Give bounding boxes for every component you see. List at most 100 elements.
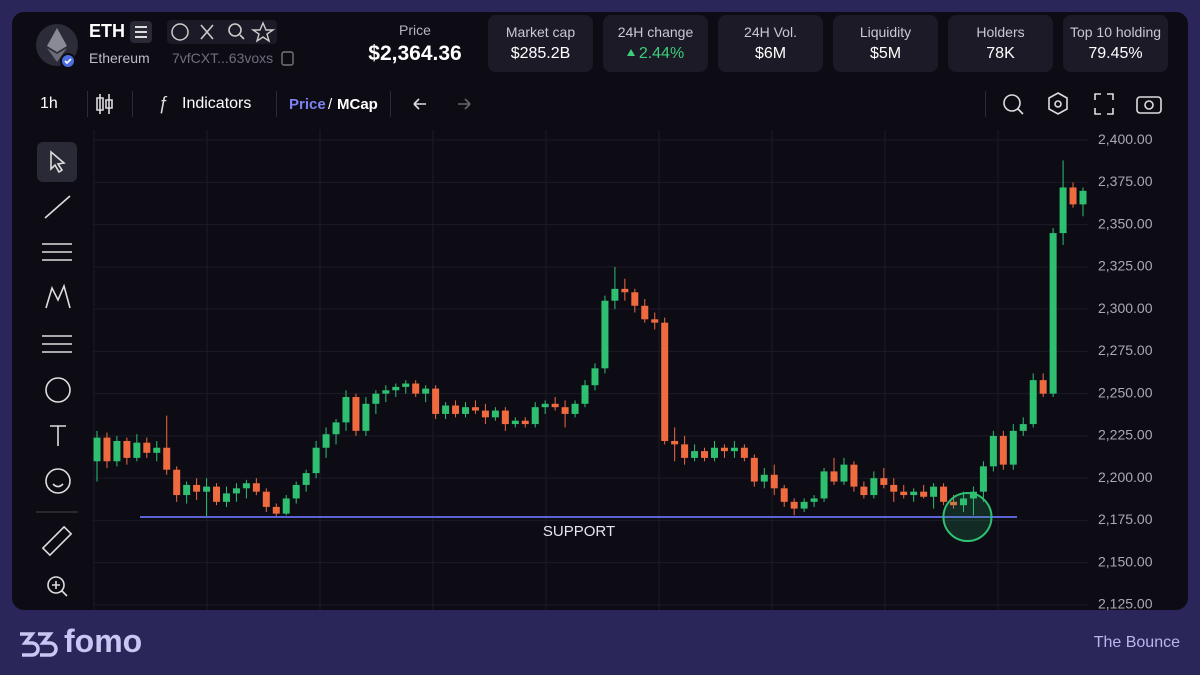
web-icon[interactable] xyxy=(171,23,189,41)
fib-tool[interactable] xyxy=(42,243,72,261)
redo-icon[interactable] xyxy=(458,98,471,110)
copy-icon[interactable] xyxy=(281,51,294,66)
candle-body xyxy=(790,501,798,509)
candle-body xyxy=(531,407,539,425)
candle-body xyxy=(1019,424,1027,431)
candle-body xyxy=(920,491,928,497)
candle-body xyxy=(521,420,529,425)
symbol: ETH xyxy=(89,21,125,41)
candle-body xyxy=(870,478,878,496)
candle-body xyxy=(730,447,738,452)
candle-body xyxy=(252,483,260,492)
menu-lines xyxy=(135,26,147,38)
line-tool[interactable] xyxy=(44,195,71,219)
candle-body xyxy=(462,407,470,414)
emoji-tool[interactable] xyxy=(45,468,71,494)
stat-number: $285.2B xyxy=(510,45,571,62)
mcap-toggle[interactable]: MCap xyxy=(337,96,378,113)
address[interactable]: 7vfCXT...63voxs xyxy=(172,50,274,66)
price-label: Price xyxy=(399,22,431,38)
candle-body xyxy=(591,368,599,386)
undo-icon[interactable] xyxy=(413,98,426,110)
stat-card: Top 10 holding 79.45% xyxy=(1063,15,1168,72)
candle-body xyxy=(173,469,181,496)
fx-icon[interactable]: ƒ xyxy=(158,93,168,113)
candle-body xyxy=(691,451,699,458)
cursor-tool[interactable] xyxy=(50,150,66,174)
stat-label: 24H Vol. xyxy=(744,24,797,40)
x-icon[interactable] xyxy=(200,24,214,40)
projection-tool[interactable] xyxy=(42,335,72,353)
candle-type-icon[interactable] xyxy=(96,94,113,114)
candle-body xyxy=(452,405,460,414)
stat-card: Liquidity $5M xyxy=(833,15,938,72)
interval[interactable]: 1h xyxy=(40,95,58,112)
y-tick-label: 2,375.00 xyxy=(1098,173,1153,189)
candle-body xyxy=(710,447,718,458)
camera-icon[interactable] xyxy=(1136,96,1162,114)
candle-body xyxy=(581,385,589,404)
candle-body xyxy=(910,491,918,496)
candle-body xyxy=(153,447,161,453)
star-icon[interactable] xyxy=(250,21,276,43)
candle-body xyxy=(750,457,758,482)
candle-body xyxy=(342,397,350,423)
pattern-tool[interactable] xyxy=(45,283,71,309)
trend-arrow xyxy=(626,49,635,56)
candle-body xyxy=(133,442,141,458)
indicators[interactable]: Indicators xyxy=(182,95,252,112)
separator xyxy=(276,91,277,117)
candle-body xyxy=(481,410,489,418)
candle-body xyxy=(671,440,679,445)
candle-body xyxy=(701,451,709,458)
candle-body xyxy=(880,478,888,485)
candle-body xyxy=(641,305,649,320)
candle-body xyxy=(770,474,778,489)
stat-value: $6M xyxy=(718,45,823,63)
separator xyxy=(390,91,391,117)
candle-body xyxy=(840,464,848,482)
candle-body xyxy=(989,435,997,467)
y-tick-label: 2,350.00 xyxy=(1098,215,1153,231)
measure-tool[interactable] xyxy=(41,525,73,557)
candle-body xyxy=(820,471,828,499)
candle-body xyxy=(621,288,629,293)
candle-body xyxy=(661,322,669,441)
candle-body xyxy=(422,388,430,394)
candle-body xyxy=(471,407,479,411)
y-tick-label: 2,400.00 xyxy=(1098,131,1153,147)
candle-body xyxy=(631,292,639,306)
settings-icon[interactable] xyxy=(1048,92,1068,115)
candle-body xyxy=(332,422,340,435)
candle-body xyxy=(940,486,948,502)
candle-body xyxy=(222,493,230,502)
stat-number: $5M xyxy=(869,45,902,62)
candle-body xyxy=(830,471,838,482)
candle-body xyxy=(571,403,579,414)
candle-body xyxy=(213,486,221,502)
candle-body xyxy=(1049,233,1057,394)
y-tick-label: 2,125.00 xyxy=(1098,596,1153,612)
price-toggle[interactable]: Price xyxy=(289,96,326,113)
candle-body xyxy=(1059,187,1067,234)
candle-body xyxy=(551,403,559,408)
grid xyxy=(93,130,1088,610)
candle-body xyxy=(950,501,958,506)
candle-body xyxy=(900,491,908,496)
stat-card: Market cap $285.2B xyxy=(488,15,593,72)
candle-body xyxy=(432,388,440,414)
candle-body xyxy=(1079,190,1087,205)
alert-icon[interactable] xyxy=(1003,94,1021,112)
candle-body xyxy=(810,498,818,502)
shape-tool[interactable] xyxy=(45,377,71,403)
y-tick-label: 2,250.00 xyxy=(1098,384,1153,400)
y-tick-label: 2,325.00 xyxy=(1098,258,1153,274)
candle-body xyxy=(1069,187,1077,205)
text-tool[interactable] xyxy=(50,425,66,446)
candle-body xyxy=(860,486,868,496)
separator xyxy=(985,91,986,117)
fullscreen-icon[interactable] xyxy=(1094,93,1114,115)
search-icon[interactable] xyxy=(228,23,242,37)
cursor-tool-bg[interactable] xyxy=(37,142,77,182)
zoom-tool[interactable] xyxy=(47,576,65,594)
